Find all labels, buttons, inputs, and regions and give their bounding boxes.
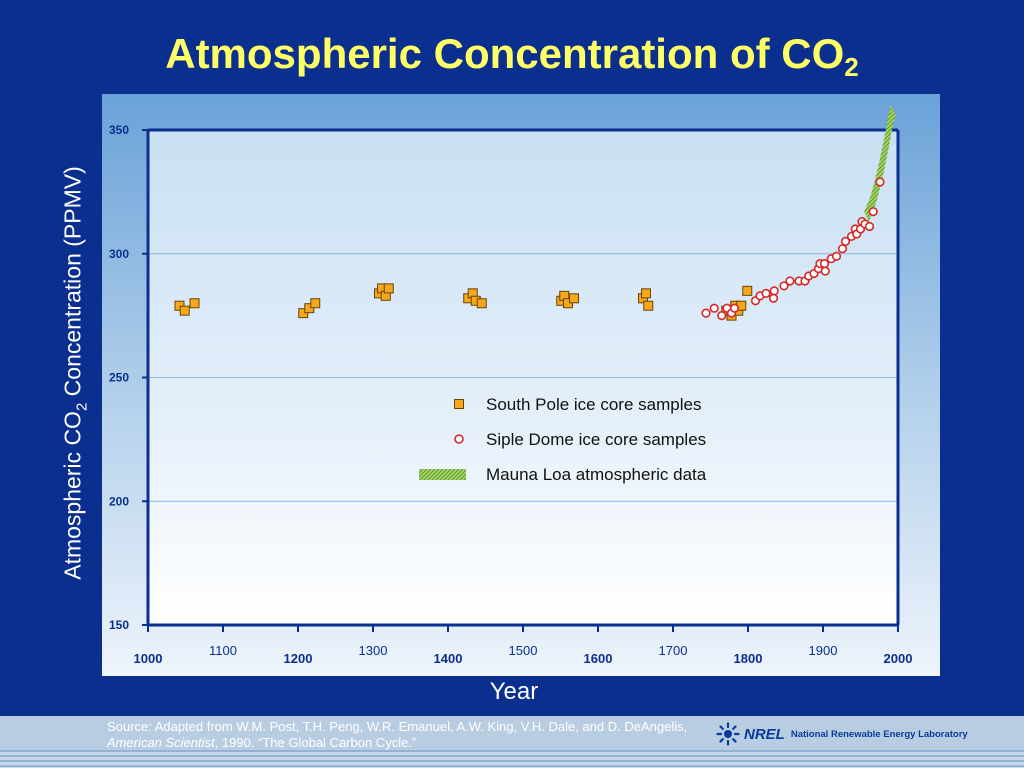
siple-dome-point bbox=[864, 221, 875, 232]
y-tick-label-300: 300 bbox=[109, 247, 129, 261]
siple-dome-point bbox=[837, 244, 848, 254]
y-axis-label-subscript: 2 bbox=[73, 402, 91, 412]
siple-dome-point bbox=[701, 308, 711, 318]
y-tick-label-250: 250 bbox=[109, 371, 129, 385]
south-pole-point bbox=[569, 293, 579, 304]
chart-panel: 150 200 250 300 350 1000 1100 1200 1300 1400 1500 1… bbox=[102, 94, 940, 676]
x-tick-label-1600: 1600 bbox=[584, 651, 613, 666]
south-pole-point bbox=[179, 305, 190, 316]
south-pole-point bbox=[641, 288, 651, 299]
x-tick-label-1400: 1400 bbox=[434, 651, 463, 666]
nrel-abbrev: NREL bbox=[744, 725, 785, 743]
siple-dome-point bbox=[709, 303, 719, 313]
siple-dome-point bbox=[820, 266, 830, 276]
south-pole-point bbox=[476, 298, 487, 309]
siple-dome-point bbox=[729, 303, 740, 313]
y-tick-label-200: 200 bbox=[109, 494, 129, 508]
siple-dome-point bbox=[779, 281, 789, 291]
y-tick-label-150: 150 bbox=[109, 618, 129, 632]
legend-label-1: Siple Dome ice core samples bbox=[486, 430, 706, 449]
x-tick-label-1700: 1700 bbox=[659, 643, 688, 658]
y-axis-label-pre: Atmospheric CO bbox=[59, 411, 86, 580]
x-tick-label-1000: 1000 bbox=[134, 651, 163, 666]
legend-south-pole-marker bbox=[454, 399, 464, 409]
siple-dome-point bbox=[840, 236, 851, 246]
source-line-1: Source: Adapted from W.M. Post, T.H. Pen… bbox=[107, 719, 688, 734]
legend-mauna-loa-marker bbox=[419, 469, 466, 480]
nrel-lab-name: National Renewable Energy Laboratory bbox=[790, 728, 968, 740]
footer-stripes bbox=[0, 750, 1024, 768]
legend-label-0: South Pole ice core samples bbox=[486, 395, 701, 414]
y-axis-label: Atmospheric CO2 Concentration (PPMV) bbox=[60, 166, 91, 580]
nrel-logo: NREL National Renewable Energy Laborator… bbox=[716, 722, 968, 746]
x-axis-label: Year bbox=[489, 678, 539, 705]
x-tick-label-2000: 2000 bbox=[884, 651, 913, 666]
source-journal: American Scientist bbox=[107, 735, 215, 750]
y-axis-label-post: Concentration (PPMV) bbox=[59, 166, 86, 403]
slide-title: Atmospheric Concentration of CO2 bbox=[0, 30, 1024, 83]
slide-title-subscript: 2 bbox=[844, 52, 859, 82]
siple-dome-point bbox=[785, 276, 795, 286]
nrel-sunburst-icon bbox=[716, 722, 740, 746]
siple-dome-point bbox=[831, 251, 842, 261]
x-tick-label-1500: 1500 bbox=[509, 643, 538, 658]
siple-dome-point bbox=[875, 177, 885, 187]
x-tick-label-1100: 1100 bbox=[209, 643, 237, 658]
slide-title-text: Atmospheric Concentration of CO bbox=[165, 30, 845, 77]
south-pole-point bbox=[189, 298, 200, 309]
legend-label-2: Mauna Loa atmospheric data bbox=[486, 465, 707, 484]
south-pole-point bbox=[383, 283, 394, 294]
x-tick-label-1800: 1800 bbox=[734, 651, 763, 666]
y-tick-label-350: 350 bbox=[109, 123, 129, 137]
co2-chart: 150 200 250 300 350 1000 1100 1200 1300 1400 1500 1… bbox=[102, 94, 940, 676]
source-line-2: American Scientist, 1990. “The Global Ca… bbox=[107, 735, 907, 751]
siple-dome-point bbox=[717, 311, 727, 321]
source-citation: Source: Adapted from W.M. Post, T.H. Pen… bbox=[107, 719, 907, 751]
mauna-loa-band bbox=[864, 105, 896, 222]
siple-dome-point bbox=[761, 288, 771, 298]
siple-dome-point bbox=[768, 293, 779, 303]
legend-siple-dome-marker bbox=[454, 434, 464, 444]
south-pole-point bbox=[742, 285, 753, 296]
x-tick-label-1200: 1200 bbox=[284, 651, 313, 666]
x-tick-label-1900: 1900 bbox=[809, 643, 838, 658]
source-line-2-rest: , 1990. “The Global Carbon Cycle.” bbox=[214, 735, 417, 750]
south-pole-point bbox=[310, 298, 321, 309]
siple-dome-point bbox=[819, 259, 830, 269]
siple-dome-point bbox=[769, 286, 779, 296]
siple-dome-point bbox=[868, 207, 878, 217]
x-tick-label-1300: 1300 bbox=[359, 643, 388, 658]
south-pole-point bbox=[643, 300, 654, 311]
